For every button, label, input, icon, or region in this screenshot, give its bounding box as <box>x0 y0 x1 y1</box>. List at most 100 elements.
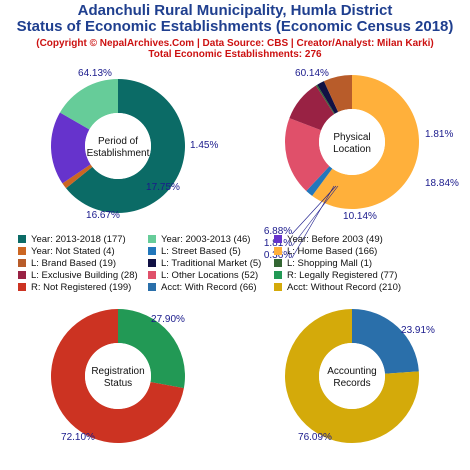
legend-item: R: Legally Registered (77) <box>274 269 424 281</box>
legend-swatch <box>148 283 156 291</box>
legend-label: Year: 2013-2018 (177) <box>31 233 126 245</box>
slice-percent-label: 0.36% <box>264 250 292 261</box>
slice-percent-label: 1.81% <box>264 238 292 249</box>
legend-label: R: Legally Registered (77) <box>287 269 398 281</box>
donut-center-label: Period of <box>98 136 138 147</box>
pie-slice <box>284 309 419 443</box>
slice-percent-label: 16.67% <box>86 210 120 221</box>
legend-label: R: Not Registered (199) <box>31 281 132 293</box>
leader-line <box>291 185 339 247</box>
pie-slice <box>323 75 352 113</box>
slice-percent-label: 72.10% <box>61 432 95 443</box>
legend-item: L: Traditional Market (5) <box>148 257 274 269</box>
legend-label: L: Shopping Mall (1) <box>287 257 373 269</box>
legend-swatch <box>274 235 282 243</box>
pie-slice <box>317 81 339 114</box>
slice-percent-label: 60.14% <box>295 68 329 79</box>
legend-label: L: Home Based (166) <box>287 245 378 257</box>
legend-label: Acct: With Record (66) <box>161 281 257 293</box>
pie-slice <box>118 309 186 389</box>
slice-percent-label: 10.14% <box>343 211 377 222</box>
legend-item: Year: 2013-2018 (177) <box>18 233 148 245</box>
legend-swatch <box>18 247 26 255</box>
legend-label: Year: Not Stated (4) <box>31 245 115 257</box>
donut-center-label: Establishment <box>87 148 150 159</box>
legend-swatch <box>148 259 156 267</box>
legend-label: L: Exclusive Building (28) <box>31 269 138 281</box>
chart-title: Adanchuli Rural Municipality, Humla Dist… <box>77 2 393 19</box>
legend-swatch <box>18 271 26 279</box>
legend-label: L: Street Based (5) <box>161 245 241 257</box>
legend-swatch <box>274 259 282 267</box>
legend-label: Acct: Without Record (210) <box>287 281 402 293</box>
slice-percent-label: 18.84% <box>425 178 459 189</box>
slice-percent-label: 76.09% <box>298 432 332 443</box>
leader-line <box>291 185 337 235</box>
pie-slice <box>62 164 93 189</box>
legend-row: L: Exclusive Building (28) L: Other Locat… <box>18 269 458 281</box>
legend-swatch <box>148 271 156 279</box>
legend-label: L: Other Locations (52) <box>161 269 259 281</box>
slice-percent-label: 23.91% <box>401 325 435 336</box>
slice-percent-label: 64.13% <box>78 68 112 79</box>
slice-percent-label: 1.45% <box>190 140 218 151</box>
legend-row: Year: Not Stated (4) L: Street Based (5) L… <box>18 245 458 257</box>
legend-item: Year: 2003-2013 (46) <box>148 233 274 245</box>
legend-item: Year: Not Stated (4) <box>18 245 148 257</box>
slice-percent-label: 6.88% <box>264 226 292 237</box>
legend-swatch <box>274 271 282 279</box>
legend-item: L: Other Locations (52) <box>148 269 274 281</box>
legend-swatch <box>18 235 26 243</box>
legend: Year: 2013-2018 (177) Year: 2003-2013 (46… <box>18 233 458 293</box>
legend-swatch <box>18 259 26 267</box>
slice-percent-label: 1.81% <box>425 129 453 140</box>
legend-label: L: Brand Based (19) <box>31 257 117 269</box>
donut-center-label: Location <box>333 144 371 155</box>
legend-row: L: Brand Based (19) L: Traditional Market… <box>18 257 458 269</box>
pie-slice <box>315 84 335 115</box>
pie-slice <box>66 79 185 214</box>
legend-item: L: Shopping Mall (1) <box>274 257 424 269</box>
donut-chart-1: 64.13% 1.45% 17.75% 16.67% Period ofEstablis… <box>51 68 218 221</box>
pie-slice <box>312 75 419 209</box>
total-establishments: Total Economic Establishments: 276 <box>148 49 322 60</box>
legend-label: Year: Before 2003 (49) <box>287 233 383 245</box>
pie-slice <box>306 166 333 196</box>
legend-item: L: Brand Based (19) <box>18 257 148 269</box>
legend-row: R: Not Registered (199) Acct: With Record… <box>18 281 458 293</box>
legend-item: Acct: Without Record (210) <box>274 281 424 293</box>
legend-item: R: Not Registered (199) <box>18 281 148 293</box>
legend-swatch <box>148 247 156 255</box>
legend-label: L: Traditional Market (5) <box>161 257 262 269</box>
donut-center-label: Records <box>333 378 370 389</box>
chart-subtitle: Status of Economic Establishments (Econo… <box>16 18 454 35</box>
donut-center-label: Physical <box>333 132 370 143</box>
legend-swatch <box>274 247 282 255</box>
legend-item: L: Exclusive Building (28) <box>18 269 148 281</box>
legend-item: Year: Before 2003 (49) <box>274 233 424 245</box>
pie-slice <box>285 118 330 191</box>
legend-row: Year: 2013-2018 (177) Year: 2003-2013 (46… <box>18 233 458 245</box>
pie-slice <box>352 309 419 374</box>
donut-center-label: Registration <box>91 366 144 377</box>
slice-percent-label: 27.90% <box>151 314 185 325</box>
legend-item: L: Home Based (166) <box>274 245 424 257</box>
legend-swatch <box>148 235 156 243</box>
slice-percent-label: 17.75% <box>146 182 180 193</box>
legend-swatch <box>274 283 282 291</box>
donut-chart-2: 60.14%1.81%18.84%10.14%0.36%1.81%6.88%Ph… <box>264 68 459 261</box>
copyright-note: (Copyright © NepalArchives.Com | Data So… <box>36 38 434 49</box>
pie-slice <box>289 85 335 131</box>
pie-slice <box>51 112 91 184</box>
donut-center-label: Accounting <box>327 366 376 377</box>
leader-line <box>291 185 335 259</box>
legend-item: L: Street Based (5) <box>148 245 274 257</box>
legend-item: Acct: With Record (66) <box>148 281 274 293</box>
pie-slice <box>51 309 184 444</box>
legend-swatch <box>18 283 26 291</box>
pie-slice <box>59 79 118 130</box>
legend-label: Year: 2003-2013 (46) <box>161 233 251 245</box>
